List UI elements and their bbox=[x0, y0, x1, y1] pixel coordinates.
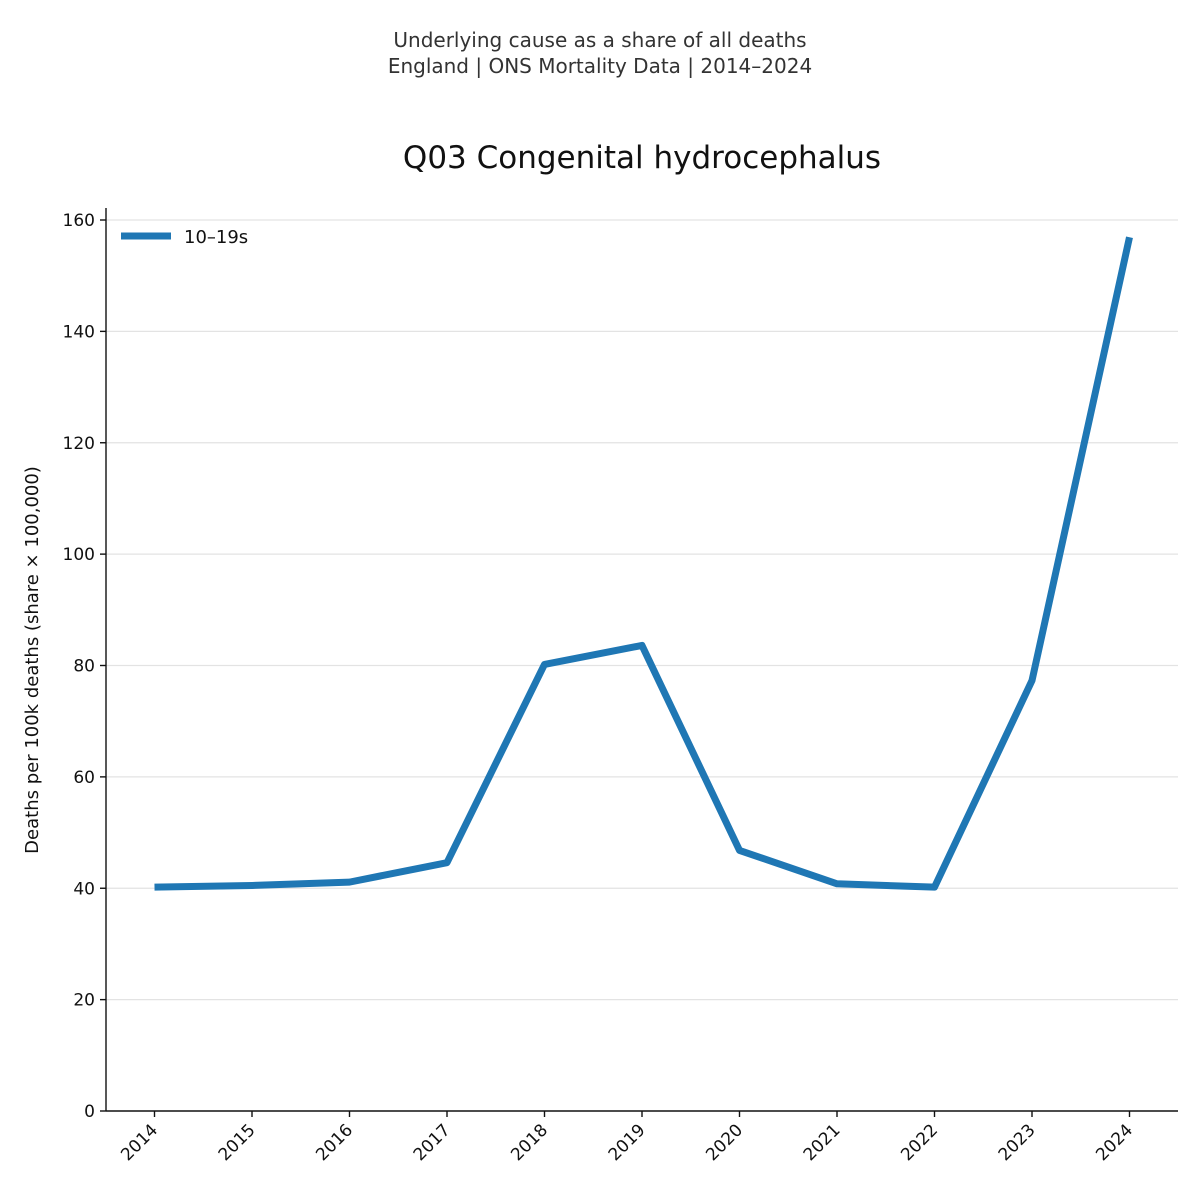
y-tick-label: 120 bbox=[63, 434, 95, 454]
y-tick-label: 100 bbox=[63, 545, 95, 565]
series-line bbox=[154, 236, 1133, 891]
y-axis-label: Deaths per 100k deaths (share × 100,000) bbox=[22, 466, 43, 854]
legend: 10–19s bbox=[121, 227, 248, 248]
y-tick-label: 0 bbox=[84, 1102, 95, 1122]
x-tick-label: 2023 bbox=[995, 1120, 1040, 1165]
y-tick-label: 60 bbox=[73, 768, 95, 788]
chart-suptitle-line2: England | ONS Mortality Data | 2014–2024 bbox=[388, 54, 812, 78]
x-tick-label: 2016 bbox=[312, 1120, 357, 1165]
gridlines bbox=[106, 219, 1178, 1001]
series-layer bbox=[154, 236, 1133, 891]
x-tick-label: 2019 bbox=[605, 1120, 650, 1165]
x-tick-label: 2015 bbox=[215, 1120, 260, 1165]
x-tick-label: 2014 bbox=[117, 1120, 162, 1165]
y-tick-label: 140 bbox=[63, 322, 95, 342]
x-tick-label: 2022 bbox=[897, 1120, 942, 1165]
legend-label: 10–19s bbox=[184, 227, 248, 248]
chart-title: Q03 Congenital hydrocephalus bbox=[403, 140, 881, 176]
y-tick-label: 20 bbox=[73, 991, 95, 1011]
x-tick-label: 2024 bbox=[1092, 1120, 1137, 1165]
y-tick-label: 40 bbox=[73, 879, 95, 899]
x-tick-label: 2017 bbox=[410, 1120, 455, 1165]
chart-suptitle-line1: Underlying cause as a share of all death… bbox=[393, 28, 806, 52]
y-axis-ticks: 0 20 40 60 80 100 120 140 160 bbox=[63, 211, 106, 1122]
y-tick-label: 80 bbox=[73, 657, 95, 677]
x-tick-label: 2018 bbox=[507, 1120, 552, 1165]
y-tick-label: 160 bbox=[63, 211, 95, 231]
x-tick-label: 2020 bbox=[702, 1120, 747, 1165]
x-tick-label: 2021 bbox=[800, 1120, 845, 1165]
x-axis-ticks: 2014 2015 2016 2017 2018 2019 2020 2021 2022 2023… bbox=[117, 1111, 1137, 1165]
